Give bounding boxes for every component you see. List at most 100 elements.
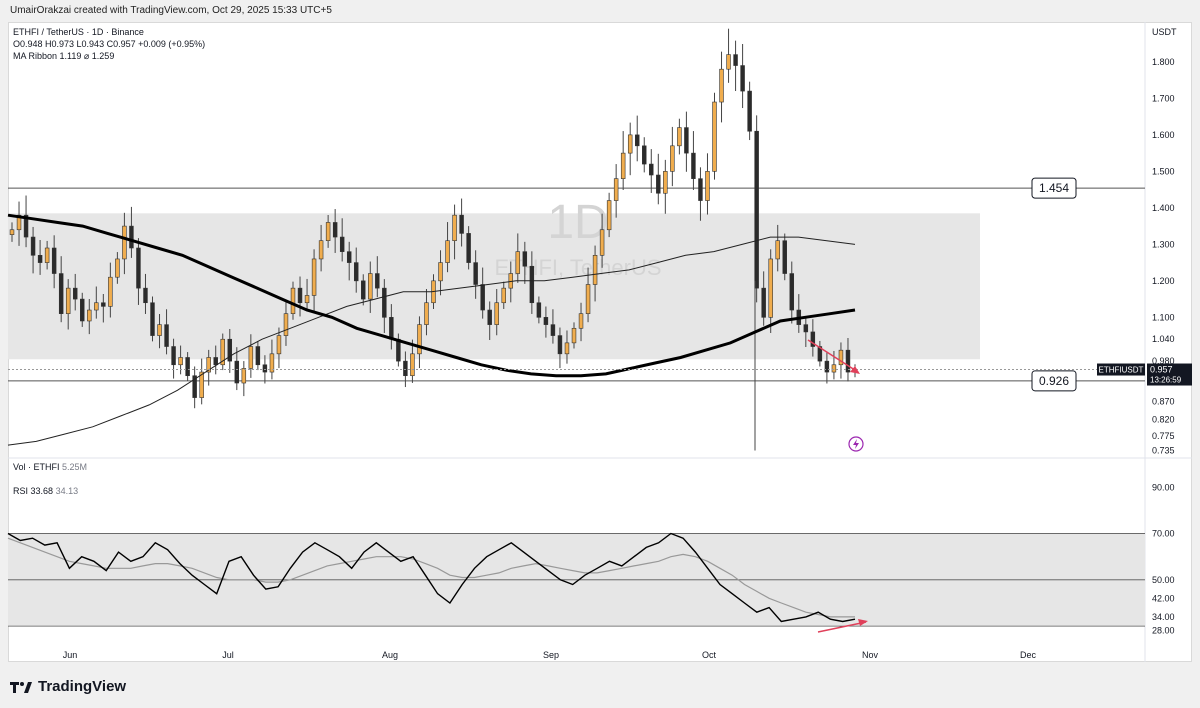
price-tick-label: 1.500	[1152, 166, 1175, 176]
volume-name: Vol · ETHFI	[13, 462, 60, 472]
candle-body	[494, 302, 499, 325]
candle-body	[824, 360, 830, 373]
candle-body	[65, 287, 71, 314]
candle	[143, 273, 148, 314]
candle	[339, 218, 345, 262]
candle-body	[705, 171, 710, 201]
candle-body	[803, 324, 809, 333]
time-tick-label: Jul	[222, 650, 234, 660]
candle	[58, 256, 64, 323]
candle	[831, 350, 837, 380]
candle	[136, 238, 141, 305]
candle	[677, 118, 682, 155]
candle	[325, 215, 331, 248]
candle-body	[634, 134, 640, 147]
price-tick-label: 0.980	[1152, 356, 1175, 366]
candle-body	[220, 338, 225, 366]
candle-body	[185, 357, 190, 377]
candle-body	[670, 145, 675, 172]
price-tick-label: 1.700	[1152, 93, 1175, 103]
candle-body	[466, 233, 471, 263]
candle	[845, 338, 851, 382]
candle-body	[368, 273, 373, 300]
candle-body	[346, 251, 352, 263]
candle-body	[536, 302, 542, 318]
candle-body	[87, 309, 92, 322]
candle	[318, 224, 324, 272]
candle	[634, 115, 640, 162]
rsi-arrow-head	[858, 619, 868, 626]
candle-body	[726, 54, 731, 70]
candle-body	[255, 346, 261, 366]
candle-body	[115, 258, 120, 278]
candle	[606, 192, 612, 238]
candle-body	[353, 262, 359, 282]
candle	[375, 256, 380, 298]
candle-body	[578, 313, 584, 329]
candle	[311, 249, 317, 312]
candle	[564, 330, 570, 364]
candle	[51, 235, 57, 289]
candle-body	[845, 349, 851, 373]
candle-body	[810, 331, 816, 347]
candle-body	[129, 225, 134, 249]
candle-body	[9, 229, 15, 235]
ma-ribbon-readout[interactable]: MA Ribbon 1.119 ⌀ 1.259	[13, 51, 115, 61]
candle-body	[276, 335, 282, 355]
candle	[473, 250, 478, 299]
range-box	[8, 213, 980, 360]
candle-body	[325, 222, 331, 242]
candle-body	[761, 287, 766, 318]
volume-legend[interactable]: Vol · ETHFI 5.25M	[13, 462, 87, 472]
candle-body	[192, 375, 197, 398]
candle-body	[234, 360, 240, 384]
candle	[9, 222, 15, 242]
symbol-tag-box	[1097, 363, 1145, 376]
candle-body	[304, 295, 310, 304]
tradingview-logo[interactable]: TradingView	[10, 678, 126, 695]
chart-canvas[interactable]: 1D ETHFI, TetherUS 1.454 0.926 1.800 1.700…	[0, 0, 1200, 672]
candle	[122, 212, 127, 275]
candle	[649, 149, 654, 193]
bearish-arrow-head	[850, 366, 860, 374]
candle-body	[290, 287, 296, 314]
candle	[304, 278, 310, 312]
candle-body	[199, 371, 204, 398]
footer-bar	[0, 672, 1200, 708]
price-tick-label: 0.735	[1152, 446, 1175, 456]
rsi-legend[interactable]: RSI 33.68 34.13	[13, 486, 78, 496]
candle-body	[241, 368, 247, 384]
level-label-text: 1.454	[1039, 181, 1069, 195]
candle	[578, 302, 584, 342]
candle	[522, 241, 528, 284]
candle	[382, 279, 387, 333]
candle	[452, 204, 457, 260]
candle-body	[663, 171, 668, 194]
candle	[332, 209, 338, 253]
price-tick-label: 1.800	[1152, 57, 1175, 67]
candle-body	[747, 90, 752, 132]
candle	[824, 351, 830, 384]
candle-body	[164, 324, 169, 347]
rsi-tick-label: 70.00	[1152, 529, 1175, 539]
candle	[94, 286, 99, 319]
candle	[698, 167, 703, 221]
brand-name: TradingView	[38, 678, 127, 695]
watermark-timeframe: 1D	[547, 196, 608, 249]
candle-body	[459, 214, 464, 234]
candle-body	[838, 349, 844, 366]
candle	[733, 40, 738, 92]
candle	[663, 159, 668, 214]
candle-body	[424, 302, 429, 325]
candle-body	[473, 262, 478, 285]
symbol-line[interactable]: ETHFI / TetherUS · 1D · Binance	[13, 27, 144, 37]
candle	[445, 222, 450, 273]
candle-body	[157, 324, 162, 336]
candle-body	[318, 240, 324, 260]
tradingview-mark-icon	[10, 681, 32, 693]
candle	[466, 226, 471, 270]
watermark-pair: ETHFI, TetherUS	[494, 255, 661, 280]
candle-body	[564, 342, 570, 355]
candle-body	[529, 265, 535, 304]
